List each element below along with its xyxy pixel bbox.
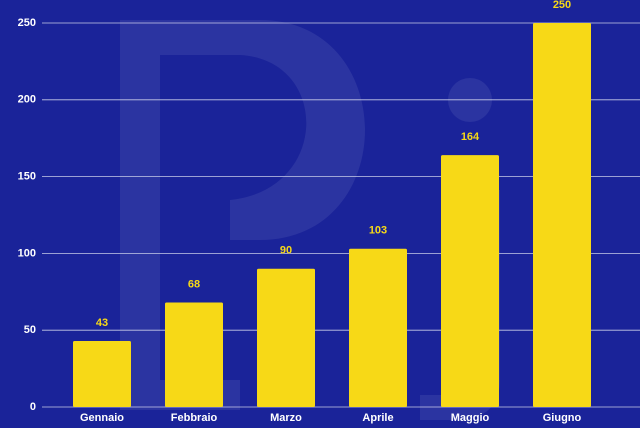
y-tick-label: 0 xyxy=(30,401,36,413)
x-tick-label: Aprile xyxy=(362,412,393,424)
y-tick-label: 100 xyxy=(18,247,36,259)
y-tick-label: 150 xyxy=(18,171,36,183)
y-tick-label: 200 xyxy=(18,94,36,106)
x-tick-label: Giugno xyxy=(543,412,582,424)
value-label: 250 xyxy=(553,0,571,11)
bar xyxy=(349,248,407,407)
x-tick-label: Maggio xyxy=(451,412,490,424)
value-label: 43 xyxy=(96,317,108,329)
value-label: 164 xyxy=(461,131,480,143)
bar xyxy=(73,340,131,407)
bar xyxy=(533,23,591,407)
watermark-shape xyxy=(120,20,365,410)
bar xyxy=(441,155,499,407)
y-tick-label: 50 xyxy=(24,324,36,336)
value-label: 90 xyxy=(280,245,292,257)
x-tick-label: Marzo xyxy=(270,412,302,424)
y-tick-label: 250 xyxy=(18,17,36,29)
value-label: 103 xyxy=(369,225,387,237)
value-label: 68 xyxy=(188,278,200,290)
bar xyxy=(165,302,223,407)
bar xyxy=(257,268,315,407)
x-tick-label: Febbraio xyxy=(171,412,218,424)
x-tick-label: Gennaio xyxy=(80,412,124,424)
